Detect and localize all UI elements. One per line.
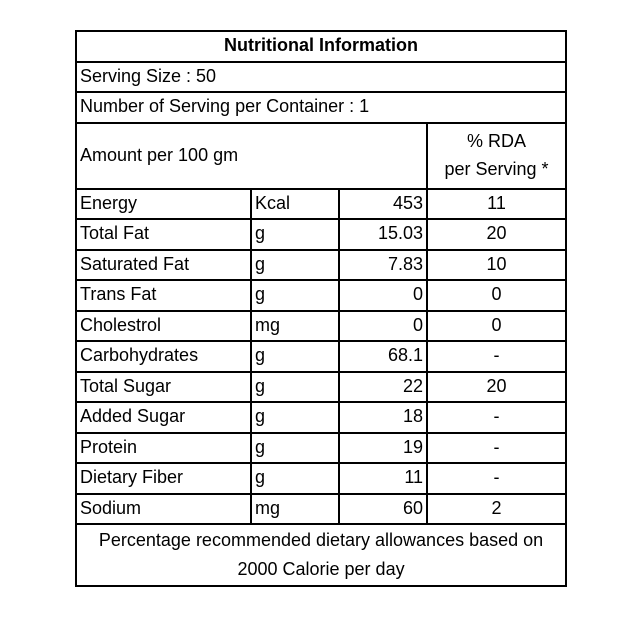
nutrient-rda: - — [425, 431, 568, 464]
nutrient-rda: 2 — [425, 492, 568, 525]
nutrient-value: 7.83 — [338, 248, 428, 281]
rda-header-line2: per Serving * — [444, 158, 549, 179]
nutrient-row: Energy Kcal 453 11 — [75, 187, 568, 220]
nutrient-rda: - — [425, 462, 568, 495]
nutrient-unit: mg — [250, 492, 340, 525]
nutrient-unit: mg — [250, 309, 340, 342]
amount-per-label: Amount per 100 gm — [75, 121, 428, 190]
nutrient-value: 19 — [338, 431, 428, 464]
nutrient-row: Carbohydrates g 68.1- — [75, 340, 568, 373]
nutrient-name: Cholestrol — [75, 309, 252, 342]
nutrient-row: Added Sugar g 18- — [75, 401, 568, 434]
nutrient-name: Energy — [75, 187, 252, 220]
nutrient-rda: - — [425, 340, 568, 373]
nutrient-name: Added Sugar — [75, 401, 252, 434]
nutrient-rda: - — [425, 401, 568, 434]
nutrient-unit: g — [250, 248, 340, 281]
nutrient-name: Total Sugar — [75, 370, 252, 403]
nutrient-rda: 0 — [425, 279, 568, 312]
footnote-row: Percentage recommended dietary allowance… — [74, 523, 568, 587]
nutrient-rda: 20 — [425, 370, 568, 403]
rda-header: % RDA per Serving * — [425, 121, 568, 190]
nutrient-row: Sodium mg 60 2 — [75, 492, 568, 525]
table-title: Nutritional Information — [74, 30, 568, 63]
nutrient-unit: g — [250, 370, 340, 403]
servings-per-container-row: Number of Serving per Container : 1 — [74, 91, 568, 124]
nutrient-unit: Kcal — [250, 187, 340, 220]
title-row: Nutritional Information — [74, 30, 568, 63]
header-row: Amount per 100 gm % RDA per Serving * — [75, 121, 568, 190]
nutrient-value: 22 — [338, 370, 428, 403]
nutrient-rda: 10 — [425, 248, 568, 281]
nutrient-row: Trans Fat g 0 0 — [75, 279, 568, 312]
nutrient-name: Saturated Fat — [75, 248, 252, 281]
footnote-line1: Percentage recommended dietary allowance… — [98, 530, 544, 551]
nutrition-facts-table: Nutritional Information Serving Size : 5… — [74, 30, 568, 587]
nutrient-value: 0 — [338, 309, 428, 342]
nutrient-name: Dietary Fiber — [75, 462, 252, 495]
nutrient-unit: g — [250, 340, 340, 373]
nutrient-value: 18 — [338, 401, 428, 434]
nutrient-value: 0 — [338, 279, 428, 312]
nutrient-unit: g — [250, 431, 340, 464]
nutrient-name: Protein — [75, 431, 252, 464]
nutrient-unit: g — [250, 462, 340, 495]
nutrient-value: 15.03 — [338, 218, 428, 251]
nutrient-name: Carbohydrates — [75, 340, 252, 373]
servings-per-container: Number of Serving per Container : 1 — [74, 91, 568, 124]
nutrient-unit: g — [250, 218, 340, 251]
nutrient-rda: 11 — [425, 187, 568, 220]
nutrient-value: 453 — [338, 187, 428, 220]
nutrient-unit: g — [250, 401, 340, 434]
nutrient-row: Cholestrol mg 0 0 — [75, 309, 568, 342]
nutrient-name: Total Fat — [75, 218, 252, 251]
nutrient-rda: 0 — [425, 309, 568, 342]
nutrient-value: 68.1 — [338, 340, 428, 373]
nutrient-value: 11 — [338, 462, 428, 495]
nutrient-row: Total Sugar g 22 20 — [75, 370, 568, 403]
nutrient-rda: 20 — [425, 218, 568, 251]
nutrient-unit: g — [250, 279, 340, 312]
rda-header-line1: % RDA — [467, 130, 527, 151]
nutrient-row: Dietary Fiber g 11- — [75, 462, 568, 495]
footnote: Percentage recommended dietary allowance… — [74, 523, 568, 587]
footnote-line2: 2000 Calorie per day — [237, 559, 405, 579]
nutrient-name: Sodium — [75, 492, 252, 525]
nutrient-row: Saturated Fat g 7.83 10 — [75, 248, 568, 281]
nutrient-row: Protein g 19- — [75, 431, 568, 464]
serving-size: Serving Size : 50 — [74, 60, 568, 93]
nutrient-value: 60 — [338, 492, 428, 525]
nutrient-row: Total Fat g 15.03 20 — [75, 218, 568, 251]
nutrient-name: Trans Fat — [75, 279, 252, 312]
serving-size-row: Serving Size : 50 — [74, 60, 568, 93]
